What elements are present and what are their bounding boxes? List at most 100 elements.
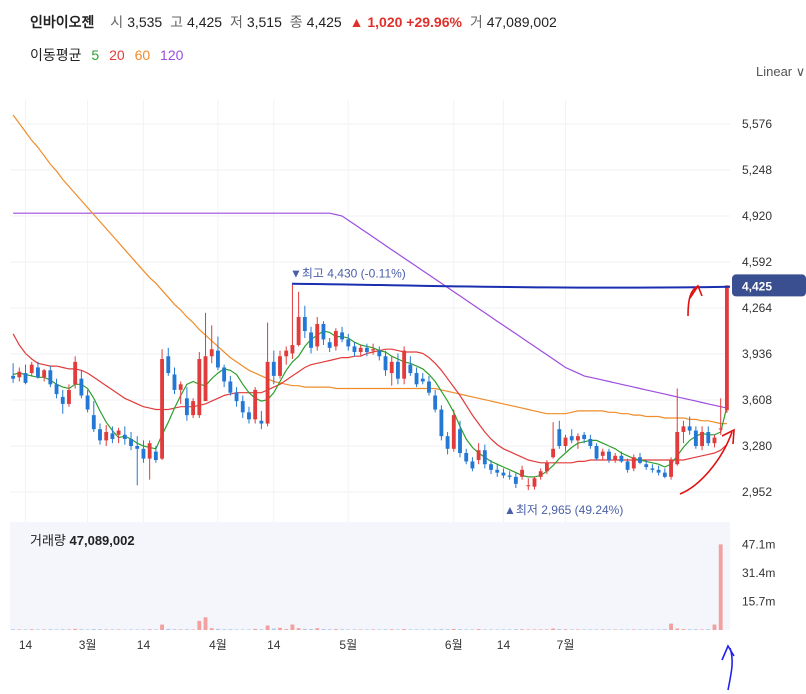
volume-bar: [228, 629, 233, 630]
candle-body: [551, 448, 556, 458]
candle-body: [569, 436, 574, 441]
volume-bar: [42, 629, 47, 630]
volume-bar: [129, 629, 133, 630]
volume-bar: [240, 629, 245, 630]
current-price-label: 4,425: [742, 279, 772, 293]
candle-body: [48, 370, 53, 385]
candle-body: [594, 446, 599, 459]
volume-bar: [495, 629, 500, 630]
volume-bar: [619, 629, 624, 630]
candle-body: [458, 429, 462, 454]
volume-panel-bg: [10, 522, 730, 630]
scale-mode-button[interactable]: Linear ∨: [756, 64, 806, 79]
volume-bar: [160, 624, 164, 630]
volume-panel-title: 거래량: [30, 533, 66, 548]
volume-tick-label: 15.7m: [742, 594, 775, 608]
volume-value: 47,089,002: [486, 14, 557, 30]
ma-20-label[interactable]: 20: [109, 47, 125, 63]
candle-body: [408, 364, 413, 374]
candle-body: [153, 451, 158, 461]
high-label: 고: [170, 14, 184, 30]
volume-bar: [333, 629, 338, 630]
candle-body: [607, 451, 611, 461]
volume-bar: [85, 629, 90, 630]
candle-body: [79, 378, 84, 396]
volume-bar: [17, 629, 22, 630]
candle-body: [520, 469, 524, 477]
ma-60-label[interactable]: 60: [134, 47, 151, 63]
low-marker-label: ▲최저 2,965 (49.24%): [504, 503, 623, 517]
candle-body: [36, 367, 40, 378]
time-tick-label: 6월: [445, 638, 463, 652]
candle-body: [346, 339, 351, 347]
volume-bar: [693, 629, 698, 630]
candle-body: [309, 332, 313, 348]
volume-bar: [563, 629, 568, 630]
volume-bar: [607, 629, 611, 630]
candle-body: [613, 455, 618, 461]
time-tick-label: 7월: [557, 638, 575, 652]
current-price-badge: [732, 274, 806, 297]
volume-bar: [687, 629, 692, 630]
candle-body: [178, 384, 183, 390]
volume-bar: [445, 629, 450, 630]
ma-60-line: [12, 114, 727, 425]
volume-bar: [60, 629, 65, 630]
moving-average-legend: 이동평균 5 20 60 120: [30, 45, 189, 65]
candle-body: [166, 356, 171, 374]
volume-bar: [11, 629, 16, 630]
volume-bar: [557, 629, 562, 630]
candle-body: [600, 451, 605, 456]
candle-body: [712, 437, 717, 444]
volume-bar: [290, 624, 295, 630]
candle-body: [67, 389, 71, 404]
candle-body: [402, 350, 407, 379]
candle-body: [191, 401, 196, 416]
candle-body: [433, 395, 438, 410]
volume-bar: [79, 629, 84, 630]
volume-bar: [191, 629, 196, 630]
candle-body: [700, 431, 704, 446]
candle-body: [383, 356, 388, 371]
volume-bar: [265, 625, 270, 630]
candle-body: [544, 462, 549, 472]
candle-body: [364, 347, 369, 353]
volume-bar: [153, 629, 158, 630]
candle-body: [650, 468, 655, 470]
candle-body: [247, 412, 251, 420]
volume-bar: [135, 629, 140, 630]
stock-header: 인바이오젠 시 3,535 고 4,425 저 3,515 종 4,425 ▲ 1,02…: [30, 12, 561, 32]
candle-body: [687, 426, 692, 431]
volume-bar: [402, 629, 407, 630]
volume-bar: [222, 629, 227, 630]
candle-body: [23, 373, 28, 383]
volume-bar: [476, 629, 481, 630]
open-value: 3,535: [127, 14, 163, 30]
volume-bar: [36, 629, 40, 630]
candle-body: [464, 453, 469, 462]
candle-body: [451, 415, 456, 449]
volume-bar: [216, 628, 220, 630]
price-tick-label: 3,608: [742, 393, 772, 407]
candle-body: [333, 331, 338, 347]
ma-5-label[interactable]: 5: [91, 47, 100, 63]
volume-bar: [594, 629, 599, 630]
volume-bar: [104, 629, 109, 630]
candle-body: [582, 434, 587, 439]
volume-bar: [501, 629, 506, 630]
ma-120-label[interactable]: 120: [160, 47, 184, 63]
volume-bar: [700, 629, 704, 630]
price-tick-label: 4,264: [742, 301, 772, 315]
candle-body: [644, 464, 649, 468]
volume-panel-value: 47,089,002: [69, 533, 135, 548]
volume-bar: [48, 629, 53, 630]
ma-20-line: [12, 333, 728, 464]
volume-bar: [327, 629, 332, 630]
candle-body: [340, 332, 344, 340]
volume-bar: [302, 628, 307, 630]
candle-body: [54, 384, 59, 395]
candle-body: [669, 460, 673, 477]
candle-body: [513, 476, 518, 484]
volume-bar: [259, 629, 264, 630]
candle-body: [228, 381, 233, 393]
